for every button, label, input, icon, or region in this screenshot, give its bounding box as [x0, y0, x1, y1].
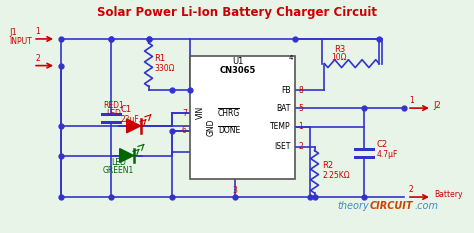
Text: 8: 8: [298, 86, 303, 95]
Text: Battery: Battery: [434, 190, 462, 199]
Text: R3: R3: [334, 45, 345, 54]
Text: Solar Power Li-Ion Battery Charger Circuit: Solar Power Li-Ion Battery Charger Circu…: [97, 6, 377, 19]
Text: 2.25KΩ: 2.25KΩ: [322, 171, 350, 180]
Polygon shape: [127, 119, 141, 133]
Text: 6: 6: [182, 126, 187, 135]
Text: U1: U1: [232, 57, 243, 66]
Text: C1: C1: [121, 105, 132, 114]
Text: LED: LED: [111, 158, 126, 167]
Text: CN3065: CN3065: [219, 65, 255, 75]
Text: 7: 7: [182, 109, 187, 117]
Text: 2: 2: [409, 185, 414, 194]
Text: J2: J2: [434, 101, 442, 110]
Polygon shape: [120, 149, 134, 162]
Text: R1: R1: [155, 54, 165, 63]
Text: RED1: RED1: [103, 101, 124, 110]
Text: CHRG: CHRG: [218, 109, 240, 117]
Text: 3: 3: [233, 186, 237, 195]
Text: 10Ω: 10Ω: [332, 53, 347, 62]
Text: CIRCUIT: CIRCUIT: [369, 201, 413, 211]
Text: 1: 1: [409, 96, 414, 105]
Text: 22μF: 22μF: [121, 115, 139, 124]
Text: 4.7μF: 4.7μF: [376, 150, 398, 158]
Text: .com: .com: [414, 201, 438, 211]
Text: ISET: ISET: [274, 142, 291, 151]
Text: TEMP: TEMP: [270, 122, 291, 131]
Text: BAT: BAT: [276, 104, 291, 113]
Text: 2: 2: [298, 142, 303, 151]
Text: LED: LED: [106, 109, 121, 118]
Text: R2: R2: [322, 161, 334, 170]
Text: 1: 1: [298, 122, 303, 131]
Text: theory: theory: [337, 201, 369, 211]
Text: VIN: VIN: [196, 106, 205, 119]
Text: 1: 1: [35, 27, 40, 36]
Text: 330Ω: 330Ω: [155, 64, 175, 72]
Text: 5: 5: [298, 104, 303, 113]
Text: FB: FB: [281, 86, 291, 95]
Text: INPUT: INPUT: [9, 37, 32, 46]
Text: 2: 2: [35, 54, 40, 63]
Text: DONE: DONE: [218, 126, 240, 135]
Text: C2: C2: [376, 140, 387, 149]
Text: GREEN1: GREEN1: [103, 166, 134, 175]
Text: GND: GND: [207, 119, 216, 136]
Text: J1: J1: [9, 28, 17, 37]
Bar: [190, 56, 295, 179]
Text: 4: 4: [288, 55, 292, 61]
